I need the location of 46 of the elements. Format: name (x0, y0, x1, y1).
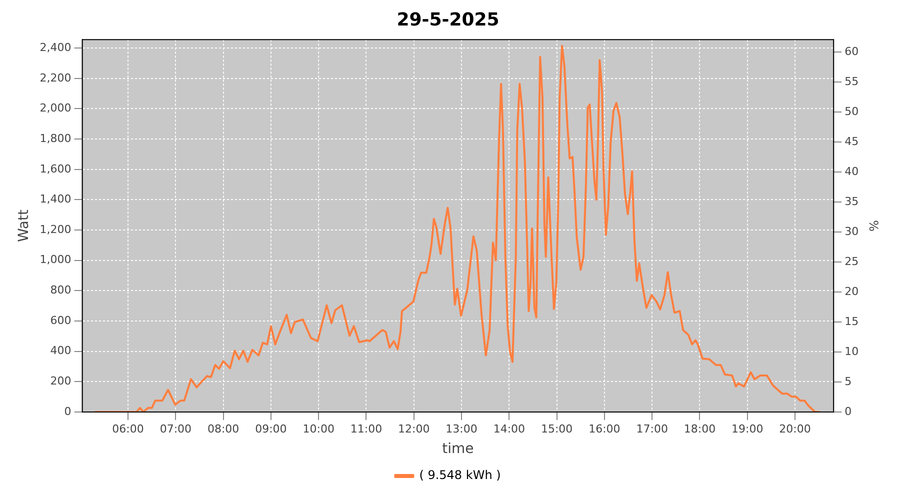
y2-tick-label: 0 (844, 404, 852, 418)
x-tick-label: 12:00 (398, 422, 430, 436)
x-tick-label: 20:00 (779, 422, 811, 436)
x-tick-label: 11:00 (350, 422, 382, 436)
x-tick-label: 19:00 (732, 422, 764, 436)
x-tick-label: 09:00 (255, 422, 287, 436)
y-tick-label: 800 (50, 284, 72, 297)
y-tick-label: 2,000 (40, 102, 72, 115)
y2-tick-label: 40 (844, 164, 859, 178)
y-tick-label: 0 (64, 404, 72, 418)
y-tick-label: 1,400 (40, 192, 72, 206)
x-tick-label: 15:00 (540, 422, 573, 436)
y2-tick-label: 50 (844, 105, 859, 118)
y2-tick-label: 45 (844, 135, 859, 148)
y2-tick-label: 20 (844, 284, 859, 298)
legend-label: ( 9.548 kWh ) (419, 468, 501, 482)
y-tick-label: 1,000 (40, 253, 72, 266)
y-tick-label: 400 (50, 344, 72, 358)
x-tick-label: 08:00 (207, 422, 240, 436)
y2-tick-label: 35 (844, 194, 859, 208)
y2-tick-label: 15 (844, 314, 859, 328)
y-tick-label: 2,200 (40, 71, 72, 84)
x-tick-label: 16:00 (588, 422, 620, 436)
y-tick-label: 200 (50, 374, 72, 388)
y2-tick-label: 5 (844, 374, 852, 388)
y-tick-label: 2,400 (40, 40, 72, 54)
y-tick-label: 1,200 (40, 222, 72, 236)
y2-tick-label: 25 (844, 254, 859, 268)
chart-title: 29-5-2025 (396, 9, 500, 30)
y2-axis-title: % (866, 220, 881, 232)
x-tick-label: 10:00 (302, 422, 334, 436)
x-tick-label: 14:00 (493, 422, 526, 436)
y-tick-label: 1,800 (40, 132, 72, 145)
y-axis-title: Watt (16, 209, 32, 242)
y-tick-label: 600 (50, 314, 72, 327)
x-tick-label: 13:00 (446, 422, 478, 436)
y-tick-label: 1,600 (40, 162, 72, 176)
x-tick-label: 18:00 (684, 422, 716, 436)
y2-tick-label: 30 (844, 224, 859, 238)
x-axis-title: time (442, 441, 474, 458)
y2-tick-label: 55 (844, 75, 859, 88)
y2-tick-label: 60 (844, 45, 859, 58)
x-tick-label: 07:00 (160, 422, 192, 436)
x-tick-label: 17:00 (636, 422, 668, 436)
x-tick-label: 06:00 (112, 422, 144, 436)
y2-tick-label: 10 (844, 344, 859, 358)
